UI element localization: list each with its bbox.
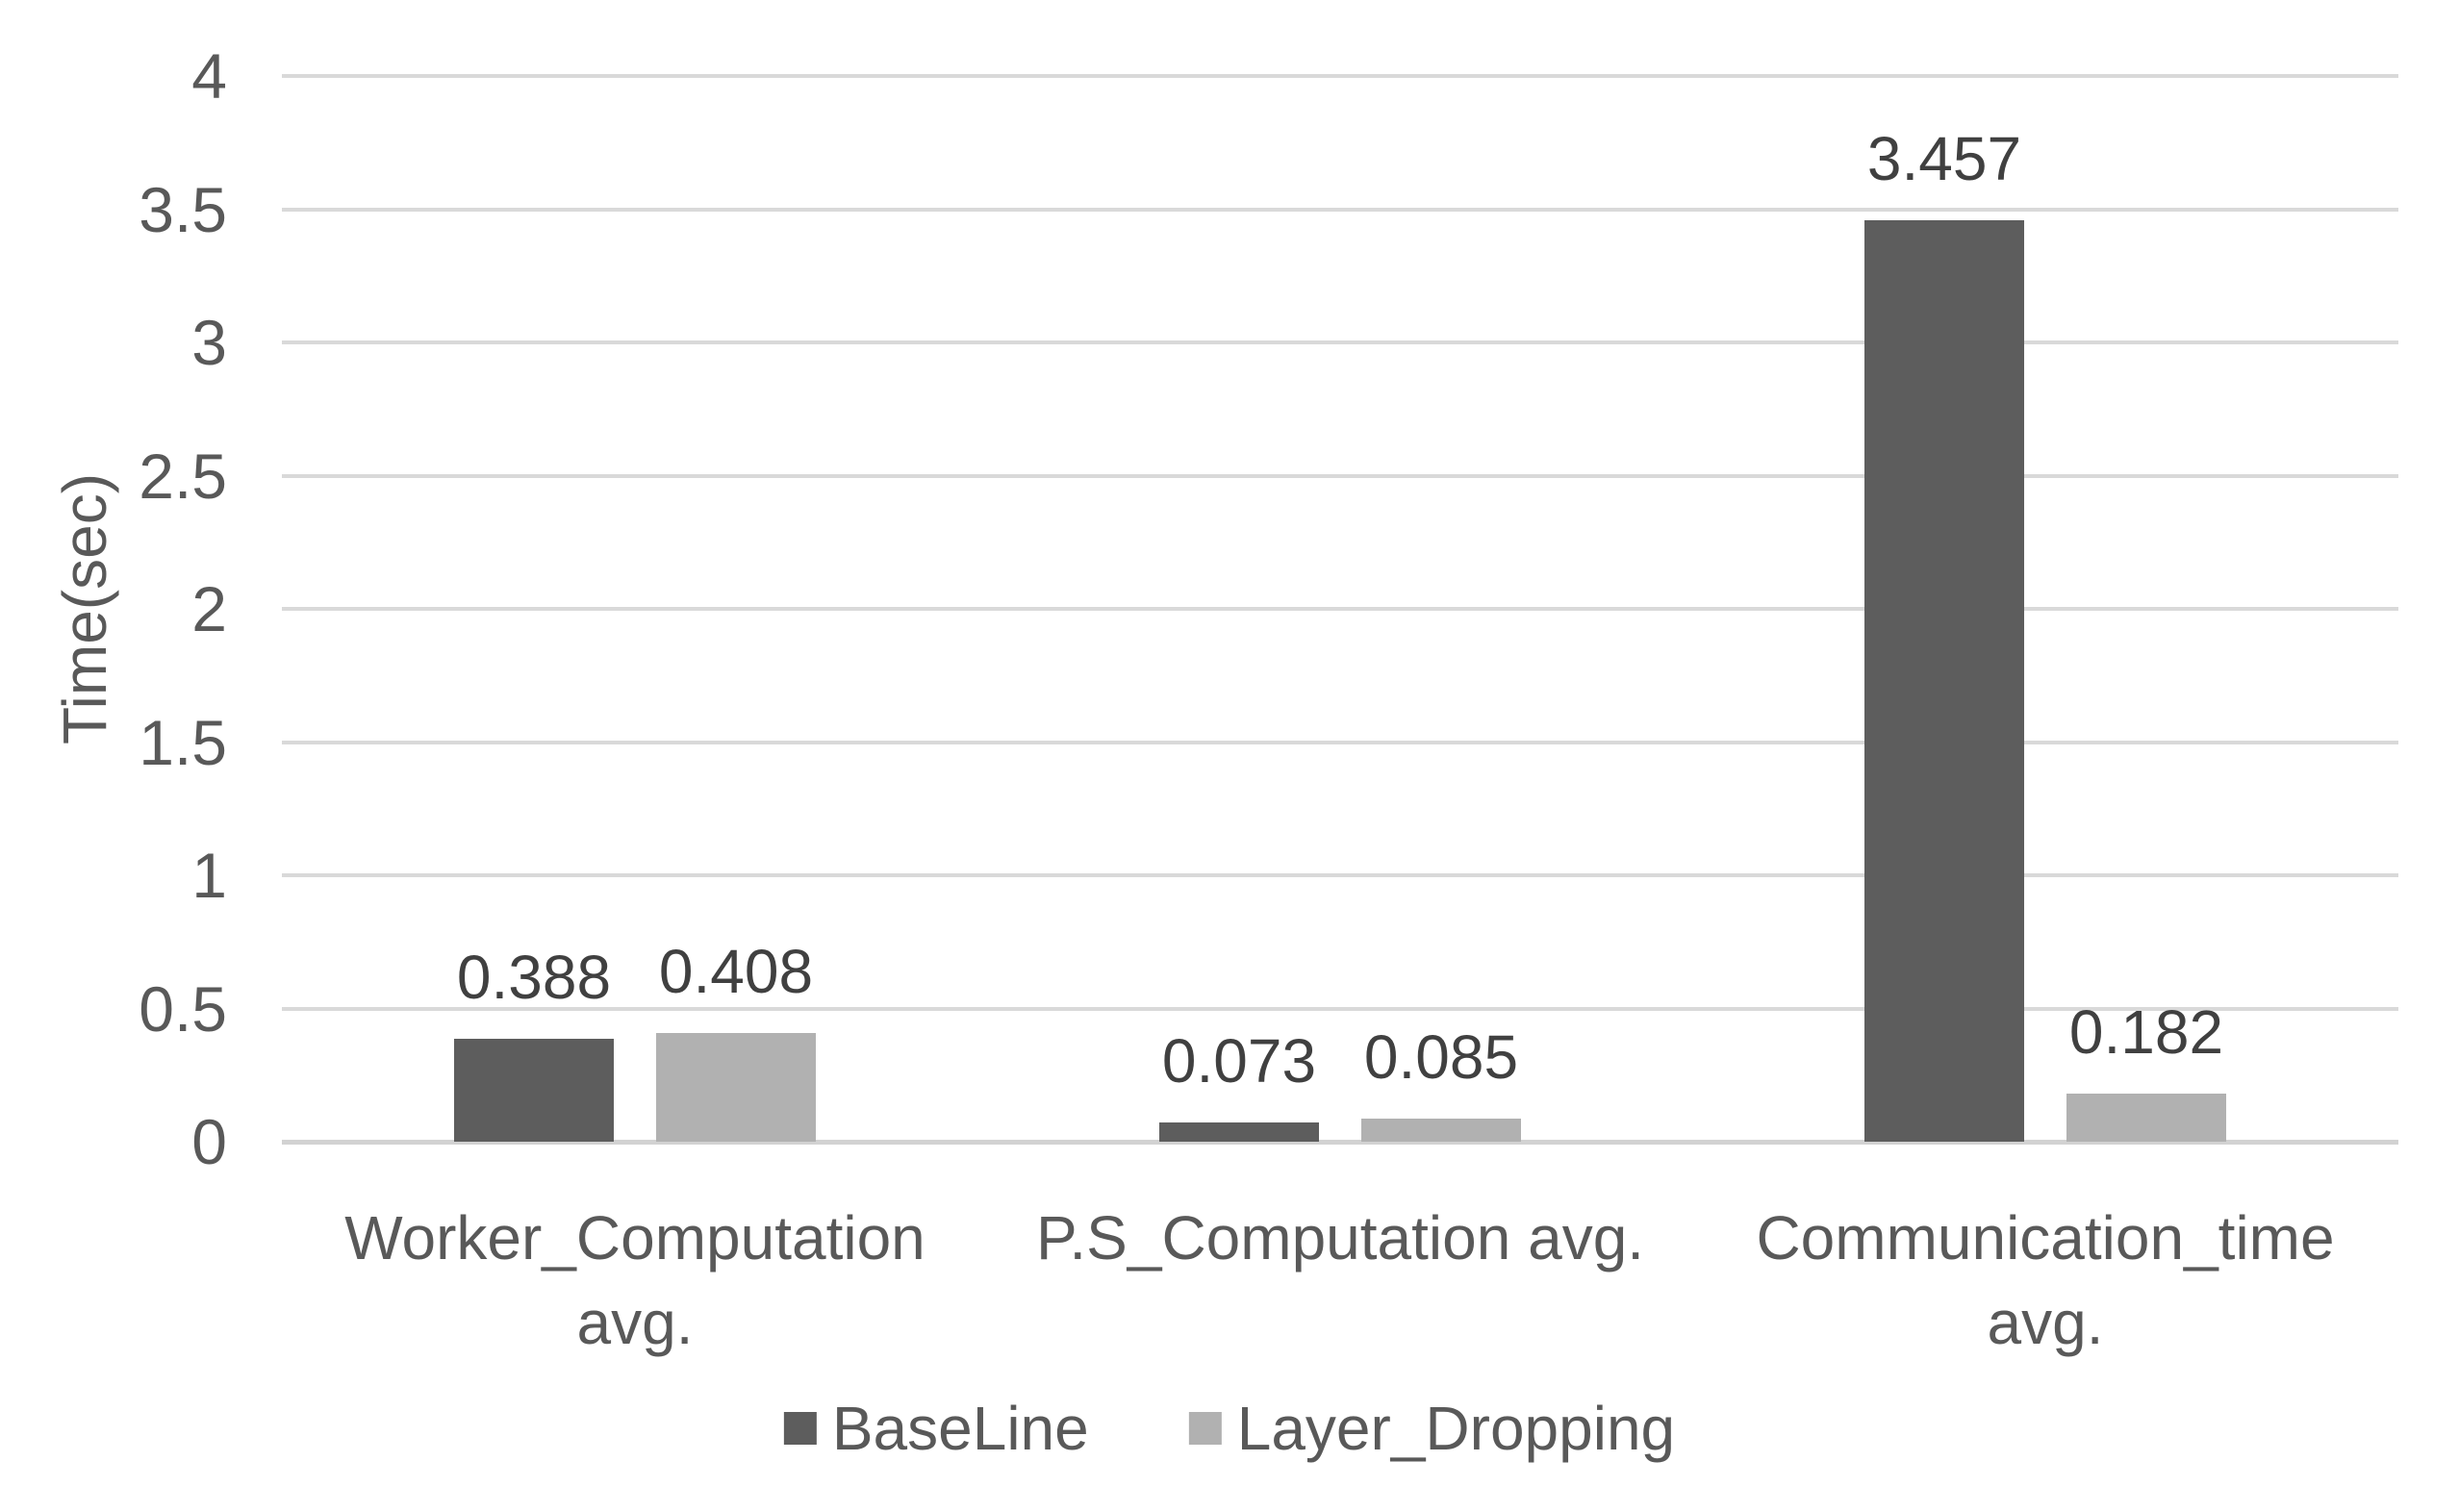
bar-value-label: 3.457 bbox=[1866, 124, 2022, 193]
axis-baseline bbox=[282, 1140, 2398, 1145]
bar-value-label: 0.073 bbox=[1161, 1026, 1317, 1096]
plot-area: 0.388 0.408 0.073 0.085 3.457 0.182 bbox=[282, 74, 2398, 1145]
x-axis-category-label-line: avg. bbox=[576, 1288, 694, 1357]
legend-item: BaseLine bbox=[783, 1393, 1089, 1464]
bar-value-label: 0.408 bbox=[658, 937, 814, 1006]
bar-value-label: 0.085 bbox=[1363, 1022, 1519, 1092]
gridline bbox=[282, 607, 2398, 611]
gridline bbox=[282, 741, 2398, 744]
x-axis-category-label: Communication_time avg. bbox=[1603, 1196, 2459, 1365]
gridline bbox=[282, 873, 2398, 877]
legend-swatch bbox=[1188, 1412, 1222, 1445]
y-axis-tick: 2 bbox=[191, 573, 227, 644]
y-axis-tick: 0.5 bbox=[139, 973, 227, 1045]
gridline bbox=[282, 74, 2398, 78]
x-axis-category-label-line: Worker_Computation bbox=[344, 1203, 925, 1273]
y-axis-tick: 0 bbox=[191, 1106, 227, 1177]
legend-label: Layer_Dropping bbox=[1236, 1394, 1676, 1463]
x-axis-category-label-line: P.S_Computation avg. bbox=[1035, 1203, 1645, 1273]
legend-item: Layer_Dropping bbox=[1188, 1393, 1676, 1464]
x-axis-category-label: P.S_Computation avg. bbox=[898, 1196, 1783, 1280]
x-axis-category-label-line: Communication_time bbox=[1756, 1203, 2335, 1273]
gridline bbox=[282, 208, 2398, 212]
bar-value-label: 0.388 bbox=[456, 943, 612, 1012]
bar bbox=[1864, 220, 2024, 1142]
legend-label: BaseLine bbox=[831, 1394, 1089, 1463]
gridline bbox=[282, 1007, 2398, 1011]
legend-swatch bbox=[783, 1412, 817, 1445]
gridline bbox=[282, 474, 2398, 478]
x-axis-category-label-line: avg. bbox=[1987, 1288, 2104, 1357]
bar bbox=[1159, 1122, 1319, 1142]
y-axis-tick: 3 bbox=[191, 307, 227, 378]
gridline bbox=[282, 340, 2398, 344]
bar bbox=[2066, 1094, 2226, 1142]
y-axis-tick: 1 bbox=[191, 840, 227, 911]
y-axis-tick: 4 bbox=[191, 40, 227, 112]
y-axis-tick: 3.5 bbox=[139, 174, 227, 245]
bar-value-label: 0.182 bbox=[2068, 997, 2224, 1067]
legend: BaseLine Layer_Dropping bbox=[783, 1386, 1676, 1471]
y-axis-tick: 2.5 bbox=[139, 441, 227, 512]
y-axis-tick: 1.5 bbox=[139, 707, 227, 778]
bar bbox=[1361, 1119, 1521, 1142]
bar bbox=[656, 1033, 816, 1142]
bar bbox=[454, 1039, 614, 1142]
x-axis-category-label: Worker_Computation avg. bbox=[192, 1196, 1077, 1365]
